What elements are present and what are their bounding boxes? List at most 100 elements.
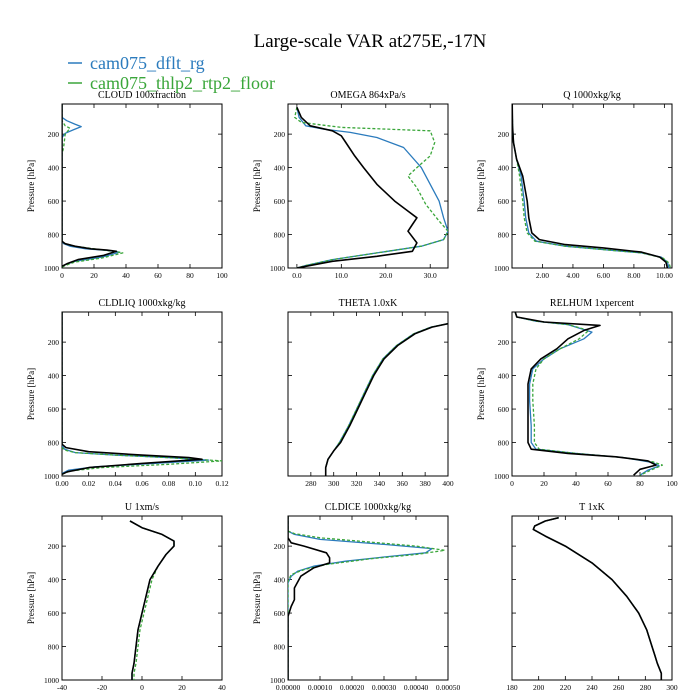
y-tick-label: 1000	[494, 472, 509, 481]
series-line-dflt	[325, 323, 448, 476]
y-tick-label: 1000	[44, 676, 59, 685]
x-tick-label: 4.00	[566, 271, 579, 280]
x-tick-label: 6.00	[597, 271, 610, 280]
y-axis-label: Pressure [hPa]	[476, 160, 486, 212]
panels-grid: CLOUD 100xfraction Pressure [hPa] 0 20 40 60 8…	[26, 90, 678, 692]
y-tick-label: 600	[498, 405, 510, 414]
panel-title: CLDLIQ 1000xkg/kg	[99, 298, 186, 309]
y-tick-label: 200	[498, 130, 510, 139]
x-tick-label: 100	[666, 479, 678, 488]
series-line-control	[532, 516, 663, 680]
x-tick-label: 0.06	[135, 479, 148, 488]
panel-8: CLDICE 1000xkg/kg Pressure [hPa] 0.00000 0.…	[252, 502, 460, 692]
series-line-thlp2	[532, 517, 662, 680]
x-tick-label: 0	[510, 479, 514, 488]
y-tick-label: 400	[48, 576, 60, 585]
panel-title: T 1xK	[579, 502, 605, 513]
panel-6: RELHUM 1xpercent Pressure [hPa] 0 20 40 60 80 1…	[476, 298, 678, 488]
plot-frame	[511, 311, 673, 477]
y-tick-label: 400	[48, 164, 60, 173]
series-line-thlp2	[62, 312, 222, 475]
y-tick-label: 600	[274, 197, 286, 206]
x-tick-label: 0.00000	[276, 683, 301, 692]
x-tick-label: 20.0	[379, 271, 392, 280]
x-tick-label: 360	[397, 479, 409, 488]
panel-4: CLDLIQ 1000xkg/kg Pressure [hPa] 0.00 0.02 0…	[26, 298, 229, 488]
y-tick-label: 400	[274, 164, 286, 173]
series-line-control	[514, 312, 657, 476]
series-line-dflt	[512, 104, 670, 268]
x-tick-label: 8.00	[627, 271, 640, 280]
x-tick-label: 20	[178, 683, 186, 692]
y-tick-label: 1000	[44, 264, 59, 273]
legend-label-dflt: cam075_dflt_rg	[90, 53, 205, 73]
y-tick-label: 400	[48, 372, 60, 381]
y-axis-label: Pressure [hPa]	[26, 368, 36, 420]
x-tick-label: 0.10	[189, 479, 202, 488]
x-tick-label: 200	[533, 683, 545, 692]
panel-title: RELHUM 1xpercent	[550, 298, 634, 309]
plot-frame	[511, 103, 673, 269]
x-tick-label: -40	[57, 683, 67, 692]
x-tick-label: 0.00020	[340, 683, 365, 692]
series-line-control	[512, 104, 669, 268]
panel-9: T 1xK 180 200 220 240 260 280 300	[506, 502, 678, 692]
series-line-dflt	[62, 104, 121, 267]
y-tick-label: 200	[274, 542, 286, 551]
y-tick-label: 200	[48, 338, 60, 347]
y-tick-label: 600	[274, 609, 286, 618]
x-tick-label: 40	[218, 683, 226, 692]
series-line-control	[62, 104, 118, 268]
x-tick-label: -20	[97, 683, 107, 692]
x-tick-label: 320	[351, 479, 363, 488]
x-tick-label: 0.00040	[404, 683, 429, 692]
x-tick-label: 0.08	[162, 479, 175, 488]
x-tick-label: 60	[604, 479, 612, 488]
series-line-control	[324, 322, 448, 476]
x-tick-label: 60	[154, 271, 162, 280]
series-line-thlp2	[514, 312, 664, 476]
x-tick-label: 0.00	[55, 479, 68, 488]
panel-title: OMEGA 864xPa/s	[330, 90, 405, 101]
figure-title: Large-scale VAR at275E,-17N	[254, 31, 487, 52]
y-tick-label: 400	[498, 164, 510, 173]
x-tick-label: 0	[140, 683, 144, 692]
series-line-control	[288, 516, 331, 680]
x-tick-label: 10.0	[335, 271, 348, 280]
x-tick-label: 20	[90, 271, 98, 280]
panel-3: Q 1000xkg/kg Pressure [hPa] 2.00 4.00 6.00 8.…	[476, 90, 673, 280]
series-line-thlp2	[62, 104, 124, 268]
y-tick-label: 1000	[270, 676, 285, 685]
y-tick-label: 400	[498, 372, 510, 381]
series-line-control	[62, 312, 203, 476]
x-tick-label: 0.0	[292, 271, 302, 280]
x-tick-label: 240	[586, 683, 598, 692]
series-line-dflt	[514, 312, 660, 476]
panel-5: THETA 1.0xK 280 300 320 340 360 380 400	[287, 298, 454, 488]
plot-frame	[287, 103, 449, 269]
legend-label-thlp2: cam075_thlp2_rtp2_floor	[90, 73, 275, 93]
y-tick-label: 800	[498, 439, 510, 448]
y-tick-label: 800	[498, 231, 510, 240]
y-tick-label: 800	[274, 231, 286, 240]
panel-1: CLOUD 100xfraction Pressure [hPa] 0 20 40 60 8…	[26, 90, 228, 280]
y-tick-label: 600	[48, 405, 60, 414]
panel-title: CLDICE 1000xkg/kg	[325, 502, 411, 513]
x-tick-label: 280	[305, 479, 317, 488]
y-tick-label: 800	[274, 643, 286, 652]
y-axis-label: Pressure [hPa]	[252, 160, 262, 212]
x-tick-label: 340	[374, 479, 386, 488]
series-line-dflt	[532, 517, 662, 680]
y-tick-label: 200	[48, 130, 60, 139]
series-line-thlp2	[294, 107, 448, 268]
x-tick-label: 300	[328, 479, 340, 488]
panel-title: Q 1000xkg/kg	[563, 90, 621, 101]
y-tick-label: 600	[48, 197, 60, 206]
plot-frame	[511, 515, 673, 681]
x-tick-label: 40	[122, 271, 130, 280]
x-tick-label: 300	[666, 683, 678, 692]
series-line-control	[296, 106, 418, 268]
x-tick-label: 80	[186, 271, 194, 280]
y-tick-label: 800	[48, 231, 60, 240]
